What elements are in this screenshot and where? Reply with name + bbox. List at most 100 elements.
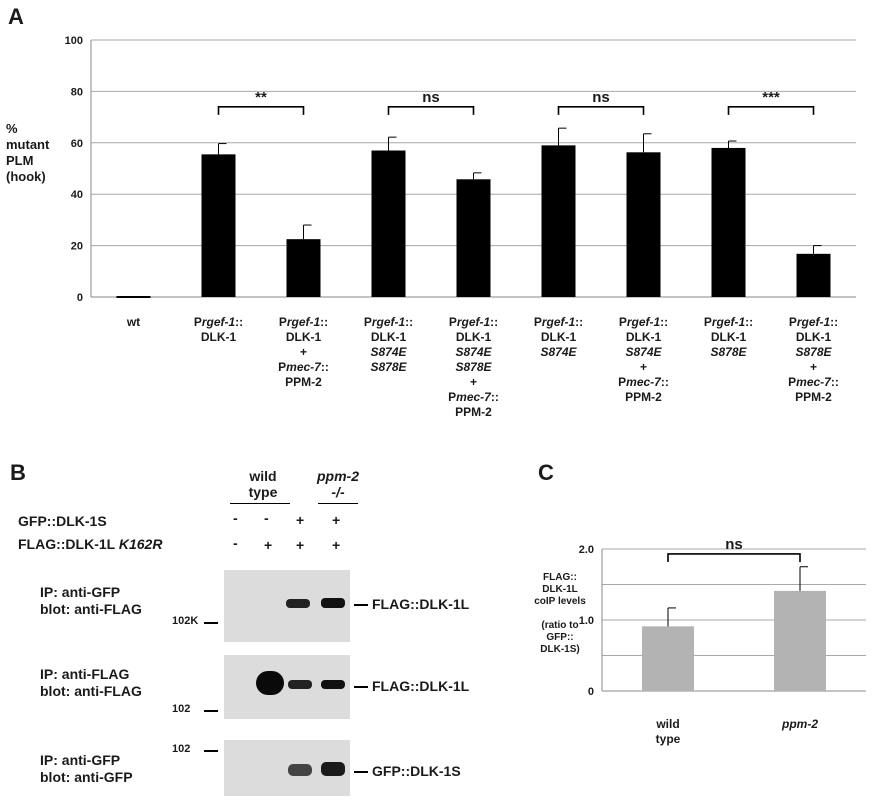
blot1-band-lane4 bbox=[321, 598, 345, 608]
blot3-band-lane4 bbox=[321, 762, 345, 776]
header-wild-type-line2: type bbox=[248, 484, 278, 500]
chart-a-category-label: DLK-1 bbox=[371, 330, 407, 344]
chart-a-bar bbox=[626, 152, 661, 297]
header-wild-type-line1: wild bbox=[249, 468, 277, 484]
chart-a-bar bbox=[201, 154, 236, 297]
chart-c-ytick-label: 0 bbox=[588, 686, 594, 698]
chart-a-significance-bracket bbox=[387, 106, 475, 115]
chart-a-category-label: S878E bbox=[710, 345, 747, 359]
blot3-band-lane3 bbox=[288, 764, 312, 776]
chart-a-category-label: Prgef-1:: bbox=[789, 315, 838, 329]
chart-a-category-label: Pmec-7:: bbox=[788, 375, 839, 389]
sign-gfp-4: + bbox=[332, 512, 341, 528]
blot1-image bbox=[224, 570, 350, 642]
row-flag-dlk1l: FLAG::DLK-1L K162R bbox=[18, 536, 162, 553]
header-ppm2: ppm-2 -/- bbox=[312, 468, 364, 500]
chart-a-category-label: PPM-2 bbox=[455, 405, 492, 419]
blot2-band-lane3 bbox=[288, 680, 312, 689]
chart-a-category-label: Prgef-1:: bbox=[619, 315, 668, 329]
panel-letter-a: A bbox=[8, 4, 24, 29]
blot3-band-tick bbox=[354, 771, 368, 773]
blot2-image bbox=[224, 655, 350, 719]
blot2-marker: 102 bbox=[172, 703, 191, 715]
chart-c-bar bbox=[774, 590, 826, 691]
sign-gfp-1: - bbox=[233, 510, 238, 526]
chart-a-category-label: DLK-1 bbox=[796, 330, 832, 344]
chart-a-category-label: Pmec-7:: bbox=[278, 360, 329, 374]
chart-a-category-label: Prgef-1:: bbox=[364, 315, 413, 329]
chart-a-category-label: PPM-2 bbox=[625, 390, 662, 404]
chart-a-category-label: S874E bbox=[540, 345, 577, 359]
blot1-label-ip: IP: anti-GFP bbox=[40, 584, 121, 600]
blot3-image bbox=[224, 740, 350, 796]
chart-a-ylabel: (hook) bbox=[6, 169, 46, 184]
row-flag-text: FLAG::DLK-1L bbox=[18, 536, 119, 552]
chart-c-significance-label: ns bbox=[725, 536, 743, 553]
blot2-label-ip: IP: anti-FLAG bbox=[40, 666, 130, 682]
chart-a-ylabel: mutant bbox=[6, 137, 50, 152]
header-wild-type-rule bbox=[230, 503, 290, 504]
blot2-label-blot: blot: anti-FLAG bbox=[40, 683, 142, 699]
chart-a-category-label: + bbox=[810, 360, 817, 374]
chart-a-category-label: DLK-1 bbox=[711, 330, 747, 344]
chart-a-bar bbox=[371, 150, 406, 297]
panel-letter-b: B bbox=[10, 460, 26, 485]
chart-a-category-label: Prgef-1:: bbox=[279, 315, 328, 329]
chart-a-ytick-label: 80 bbox=[71, 86, 83, 98]
header-wild-type: wild type bbox=[230, 468, 296, 500]
chart-a-category-label: DLK-1 bbox=[201, 330, 237, 344]
chart-a-category-label: DLK-1 bbox=[541, 330, 577, 344]
chart-c-ytick-label: 1.0 bbox=[579, 615, 594, 627]
blot2-label: IP: anti-FLAG blot: anti-FLAG bbox=[40, 666, 142, 700]
blot1-band-label: FLAG::DLK-1L bbox=[372, 596, 470, 612]
chart-a-category-label: + bbox=[640, 360, 647, 374]
blot2-band-tick bbox=[354, 686, 368, 688]
chart-a-category-label: PPM-2 bbox=[285, 375, 322, 389]
chart-c-ylabel: FLAG:: bbox=[543, 572, 577, 583]
header-ppm2-line1: ppm-2 bbox=[317, 468, 359, 484]
chart-c-category-label: wild bbox=[655, 717, 679, 731]
blot3-marker: 102 bbox=[172, 743, 191, 755]
chart-a-category-label: S878E bbox=[370, 360, 407, 374]
blot1-label: IP: anti-GFP blot: anti-FLAG bbox=[40, 584, 142, 618]
sign-flag-2: + bbox=[264, 537, 273, 553]
blot2-band-lane4 bbox=[321, 680, 345, 689]
chart-a-category-label: DLK-1 bbox=[456, 330, 492, 344]
chart-a-significance-label: *** bbox=[762, 89, 780, 106]
chart-a-category-label: Prgef-1:: bbox=[194, 315, 243, 329]
panel-letter-c: C bbox=[538, 460, 554, 485]
chart-a-category-label: S878E bbox=[795, 345, 832, 359]
chart-a-category-label: Prgef-1:: bbox=[704, 315, 753, 329]
chart-a-bar bbox=[286, 239, 321, 297]
sign-flag-3: + bbox=[296, 537, 305, 553]
chart-c-ylabel: DLK-1L bbox=[542, 584, 578, 595]
chart-a-ylabel: PLM bbox=[6, 153, 33, 168]
blot1-band-lane3 bbox=[286, 599, 310, 608]
chart-a-category-label: Pmec-7:: bbox=[448, 390, 499, 404]
chart-a-category-label: Prgef-1:: bbox=[449, 315, 498, 329]
sign-gfp-2: - bbox=[264, 510, 269, 526]
blot3-marker-tick bbox=[204, 750, 218, 752]
chart-a-category-label: Pmec-7:: bbox=[618, 375, 669, 389]
blot1-band-tick bbox=[354, 604, 368, 606]
chart-a-significance-label: ** bbox=[255, 89, 267, 106]
row-gfp-dlk1s: GFP::DLK-1S bbox=[18, 513, 107, 529]
chart-a-significance-bracket bbox=[727, 106, 815, 115]
sign-gfp-3: + bbox=[296, 512, 305, 528]
blot2-band-lane2 bbox=[256, 671, 284, 695]
chart-a-ytick-label: 0 bbox=[77, 292, 83, 304]
chart-c-category-label: type bbox=[656, 732, 681, 746]
chart-a-category-label: wt bbox=[126, 315, 140, 329]
chart-a-category-label: Prgef-1:: bbox=[534, 315, 583, 329]
chart-a-significance-label: ns bbox=[592, 89, 610, 106]
chart-a-significance-bracket bbox=[217, 106, 305, 115]
chart-c-ylabel: DLK-1S) bbox=[540, 644, 579, 655]
chart-a-ytick-label: 100 bbox=[65, 35, 83, 47]
chart-a-significance-bracket bbox=[557, 106, 645, 115]
chart-a-ylabel: % bbox=[6, 121, 18, 136]
chart-c-bar bbox=[642, 626, 694, 691]
chart-c-significance-bracket bbox=[667, 553, 801, 562]
blot2-marker-tick bbox=[204, 710, 218, 712]
sign-flag-1: - bbox=[233, 535, 238, 551]
